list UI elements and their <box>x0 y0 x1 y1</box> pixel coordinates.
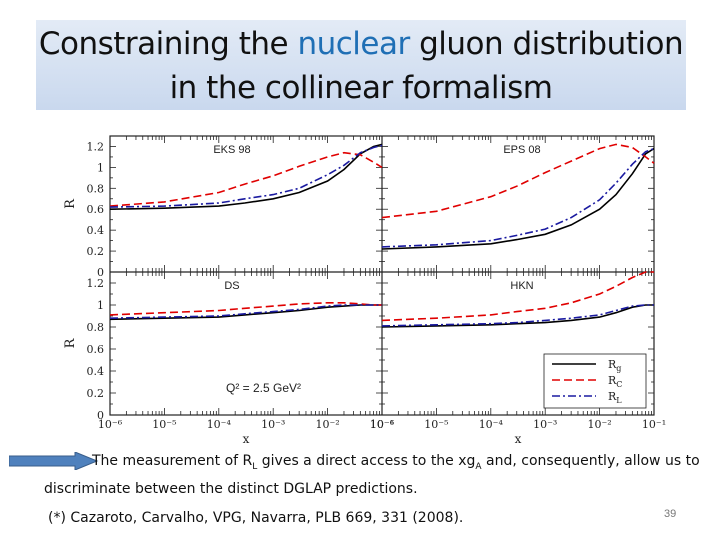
y-tick-label: 0 <box>97 409 104 422</box>
panel-label: EPS 08 <box>503 144 540 156</box>
x-axis-label: x <box>243 432 250 446</box>
x-tick-label: 10⁻² <box>587 418 611 431</box>
y-axis-label: R <box>63 337 78 348</box>
description-text: The measurement of RL gives a direct acc… <box>44 450 709 500</box>
panel-0: EKS 98 <box>109 135 383 273</box>
reference-text: (*) Cazaroto, Carvalho, VPG, Navarra, PL… <box>48 510 464 526</box>
x-tick-label: 10⁻⁵ <box>424 418 448 431</box>
x-tick-label: 10⁻¹ <box>642 418 666 431</box>
x-axis-label: x <box>515 432 522 446</box>
y-tick-label: 0.6 <box>87 343 105 356</box>
x-tick-label: 10⁻⁵ <box>152 418 176 431</box>
desc-part-1: The measurement of R <box>92 453 253 469</box>
y-tick-label: 1 <box>97 299 104 312</box>
x-tick-label: 10⁻⁴ <box>479 418 504 431</box>
series-line-r-g <box>109 143 383 210</box>
q2-annotation: Q² = 2.5 GeV² <box>226 381 301 395</box>
y-tick-label: 1.2 <box>87 140 105 153</box>
x-tick-label: 10⁻³ <box>261 418 285 431</box>
x-tick-label: 10⁻¹ <box>370 418 394 431</box>
legend-label-sub: C <box>616 380 622 389</box>
right-arrow-icon <box>9 452 99 470</box>
series-line-r-c <box>381 271 654 322</box>
x-tick-label: 10⁻⁶ <box>370 418 395 431</box>
desc-part-2: gives a direct access to the xg <box>257 453 476 469</box>
nuclear-ratio-figure: EKS 98 EPS 08 DS HKN 0 0.2 0.4 0.6 0.8 1 1.2 R 0 0.2 0… <box>63 135 666 446</box>
y-tick-label: 0.4 <box>87 365 105 378</box>
series-line-r-c <box>109 302 382 316</box>
title-banner <box>36 20 686 110</box>
page-number: 39 <box>664 508 677 520</box>
series-line-r-l <box>381 304 654 327</box>
y-tick-label: 0.8 <box>87 182 105 195</box>
y-tick-label: 0.6 <box>87 203 105 216</box>
title-highlight: nuclear <box>297 26 410 62</box>
panel-label: EKS 98 <box>213 144 250 156</box>
y-tick-label: 1.2 <box>87 277 105 290</box>
x-tick-label: 10⁻⁴ <box>207 418 232 431</box>
panel-label: DS <box>224 280 239 292</box>
panel-2: DS <box>109 271 383 416</box>
x-tick-label: 10⁻² <box>315 418 339 431</box>
legend-label-sub: L <box>616 396 622 405</box>
title-part-1: Constraining the <box>38 26 298 62</box>
y-axis-label: R <box>63 198 78 209</box>
series-line-r-c <box>381 143 655 219</box>
panel-3: HKN <box>381 271 655 416</box>
legend-label-sub: g <box>616 364 621 373</box>
y-tick-label: 0.8 <box>87 321 105 334</box>
y-tick-label: 0 <box>97 266 104 279</box>
series-line-r-g <box>381 147 655 250</box>
x-tick-label: 10⁻³ <box>533 418 557 431</box>
y-tick-label: 0.2 <box>87 387 105 400</box>
y-tick-label: 1 <box>97 161 104 174</box>
y-tick-label: 0.4 <box>87 224 105 237</box>
title-part-2: gluon distribution in the collinear form… <box>169 26 684 106</box>
desc-sub-l: L <box>252 461 258 472</box>
series-line-r-g <box>381 304 654 328</box>
series-line-r-g <box>109 304 382 321</box>
desc-part-3: and, consequently, allow us to discrimin… <box>44 453 700 497</box>
panel-1: EPS 08 <box>381 135 655 273</box>
x-tick-label: 10⁻⁶ <box>98 418 123 431</box>
legend-box <box>543 353 647 409</box>
slide-title: Constraining the nuclear gluon distribut… <box>36 22 686 110</box>
panel-label: HKN <box>510 280 533 292</box>
y-tick-label: 0.2 <box>87 245 105 258</box>
series-line-r-c <box>109 151 383 207</box>
desc-sub-a: A <box>475 461 482 472</box>
series-line-r-l <box>381 147 655 248</box>
